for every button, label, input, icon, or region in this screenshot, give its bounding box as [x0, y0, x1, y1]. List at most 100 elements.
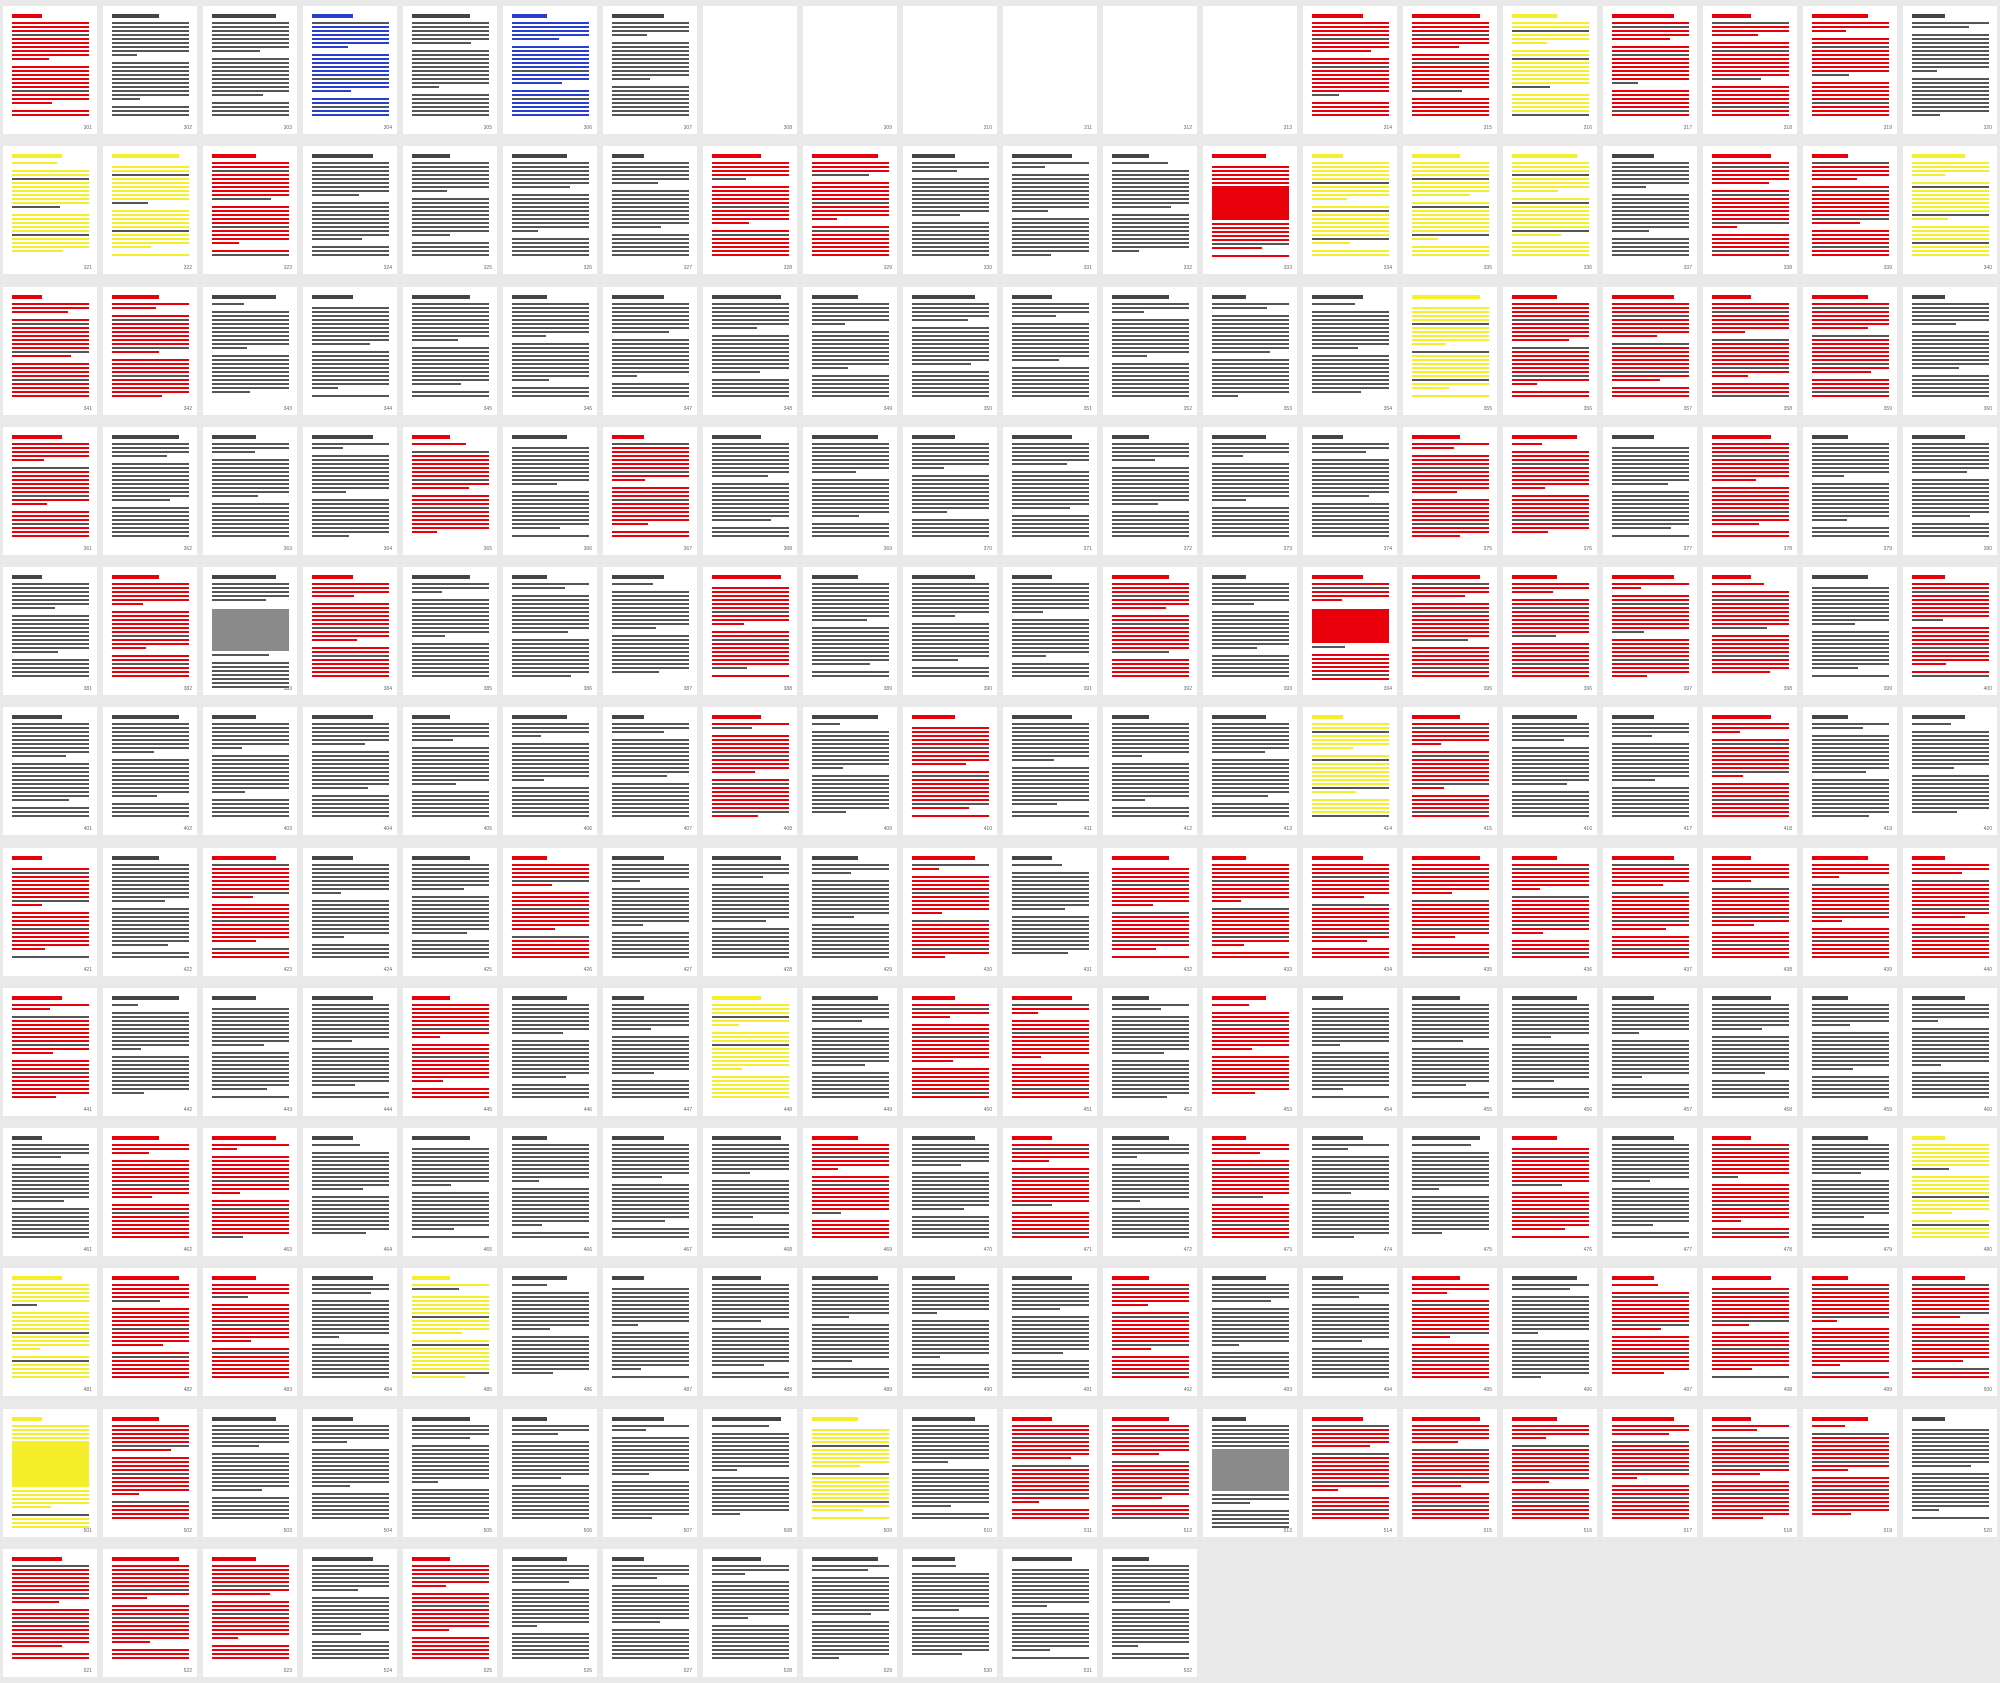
page-thumbnail[interactable]: 399 — [1803, 567, 1897, 695]
page-thumbnail[interactable]: 488 — [703, 1268, 797, 1397]
page-thumbnail[interactable]: 505 — [403, 1408, 497, 1537]
page-thumbnail[interactable]: 475 — [1403, 1128, 1497, 1256]
page-thumbnail[interactable]: 504 — [303, 1408, 397, 1537]
page-thumbnail[interactable]: 342 — [103, 286, 197, 415]
page-thumbnail[interactable]: 470 — [903, 1128, 997, 1256]
page-thumbnail[interactable]: 429 — [803, 847, 897, 976]
page-thumbnail[interactable]: 411 — [1003, 707, 1097, 836]
page-thumbnail[interactable]: 326 — [503, 146, 597, 275]
page-thumbnail[interactable]: 382 — [103, 567, 197, 695]
page-thumbnail[interactable]: 338 — [1703, 146, 1797, 275]
page-thumbnail[interactable]: 339 — [1803, 146, 1897, 275]
page-thumbnail[interactable]: 425 — [403, 847, 497, 976]
page-thumbnail[interactable]: 352 — [1103, 286, 1197, 415]
page-thumbnail[interactable]: 448 — [703, 987, 797, 1116]
page-thumbnail[interactable]: 379 — [1803, 426, 1897, 555]
page-thumbnail[interactable]: 490 — [903, 1268, 997, 1397]
page-thumbnail[interactable]: 311 — [1003, 6, 1097, 134]
page-thumbnail[interactable]: 487 — [603, 1268, 697, 1397]
page-thumbnail[interactable]: 364 — [303, 426, 397, 555]
page-thumbnail[interactable]: 416 — [1503, 707, 1597, 836]
page-thumbnail[interactable]: 445 — [403, 987, 497, 1116]
page-thumbnail[interactable]: 503 — [203, 1408, 297, 1537]
page-thumbnail[interactable]: 368 — [703, 426, 797, 555]
page-thumbnail[interactable]: 435 — [1403, 847, 1497, 976]
page-thumbnail[interactable]: 361 — [3, 426, 97, 555]
page-thumbnail[interactable]: 423 — [203, 847, 297, 976]
page-thumbnail[interactable]: 412 — [1103, 707, 1197, 836]
page-thumbnail[interactable]: 452 — [1103, 987, 1197, 1116]
page-thumbnail[interactable]: 346 — [503, 286, 597, 415]
page-thumbnail[interactable]: 415 — [1403, 707, 1497, 836]
page-thumbnail[interactable]: 307 — [603, 6, 697, 134]
page-thumbnail[interactable]: 323 — [203, 146, 297, 275]
page-thumbnail[interactable]: 476 — [1503, 1128, 1597, 1256]
page-thumbnail[interactable]: 405 — [403, 707, 497, 836]
page-thumbnail[interactable]: 459 — [1803, 987, 1897, 1116]
page-thumbnail[interactable]: 392 — [1103, 567, 1197, 695]
page-thumbnail[interactable]: 354 — [1303, 286, 1397, 415]
page-thumbnail[interactable]: 440 — [1903, 847, 1997, 976]
page-thumbnail[interactable]: 463 — [203, 1128, 297, 1256]
page-thumbnail[interactable]: 486 — [503, 1268, 597, 1397]
page-thumbnail[interactable]: 303 — [203, 6, 297, 134]
page-thumbnail[interactable]: 437 — [1603, 847, 1697, 976]
page-thumbnail[interactable]: 484 — [303, 1268, 397, 1397]
page-thumbnail[interactable]: 390 — [903, 567, 997, 695]
page-thumbnail[interactable]: 400 — [1903, 567, 1997, 695]
page-thumbnail[interactable]: 374 — [1303, 426, 1397, 555]
page-thumbnail[interactable]: 322 — [103, 146, 197, 275]
page-thumbnail[interactable]: 391 — [1003, 567, 1097, 695]
page-thumbnail[interactable]: 417 — [1603, 707, 1697, 836]
page-thumbnail[interactable]: 414 — [1303, 707, 1397, 836]
page-thumbnail[interactable]: 359 — [1803, 286, 1897, 415]
page-thumbnail[interactable]: 365 — [403, 426, 497, 555]
page-thumbnail[interactable]: 394 — [1303, 567, 1397, 695]
page-thumbnail[interactable]: 433 — [1203, 847, 1297, 976]
page-thumbnail[interactable]: 370 — [903, 426, 997, 555]
page-thumbnail[interactable]: 340 — [1903, 146, 1997, 275]
page-thumbnail[interactable]: 441 — [3, 987, 97, 1116]
page-thumbnail[interactable]: 306 — [503, 6, 597, 134]
page-thumbnail[interactable]: 499 — [1803, 1268, 1897, 1397]
page-thumbnail[interactable]: 324 — [303, 146, 397, 275]
page-thumbnail[interactable]: 404 — [303, 707, 397, 836]
page-thumbnail[interactable]: 464 — [303, 1128, 397, 1256]
page-thumbnail[interactable]: 329 — [803, 146, 897, 275]
page-thumbnail[interactable]: 456 — [1503, 987, 1597, 1116]
page-thumbnail[interactable]: 482 — [103, 1268, 197, 1397]
page-thumbnail[interactable]: 341 — [3, 286, 97, 415]
page-thumbnail[interactable]: 424 — [303, 847, 397, 976]
page-thumbnail[interactable]: 432 — [1103, 847, 1197, 976]
page-thumbnail[interactable]: 337 — [1603, 146, 1697, 275]
page-thumbnail[interactable]: 347 — [603, 286, 697, 415]
page-thumbnail[interactable]: 498 — [1703, 1268, 1797, 1397]
page-thumbnail[interactable]: 507 — [603, 1408, 697, 1537]
page-thumbnail[interactable]: 469 — [803, 1128, 897, 1256]
page-thumbnail[interactable]: 384 — [303, 567, 397, 695]
page-thumbnail[interactable]: 420 — [1903, 707, 1997, 836]
page-thumbnail[interactable]: 360 — [1903, 286, 1997, 415]
page-thumbnail[interactable]: 376 — [1503, 426, 1597, 555]
page-thumbnail[interactable]: 468 — [703, 1128, 797, 1256]
page-thumbnail[interactable]: 310 — [903, 6, 997, 134]
page-thumbnail[interactable]: 315 — [1403, 6, 1497, 134]
page-thumbnail[interactable]: 386 — [503, 567, 597, 695]
page-thumbnail[interactable]: 483 — [203, 1268, 297, 1397]
page-thumbnail[interactable]: 439 — [1803, 847, 1897, 976]
page-thumbnail[interactable]: 369 — [803, 426, 897, 555]
page-thumbnail[interactable]: 349 — [803, 286, 897, 415]
page-thumbnail[interactable]: 401 — [3, 707, 97, 836]
page-thumbnail[interactable]: 467 — [603, 1128, 697, 1256]
page-thumbnail[interactable]: 450 — [903, 987, 997, 1116]
page-thumbnail[interactable]: 403 — [203, 707, 297, 836]
page-thumbnail[interactable]: 308 — [703, 6, 797, 134]
page-thumbnail[interactable]: 413 — [1203, 707, 1297, 836]
page-thumbnail[interactable]: 314 — [1303, 6, 1397, 134]
page-thumbnail[interactable]: 508 — [703, 1408, 797, 1537]
page-thumbnail[interactable]: 410 — [903, 707, 997, 836]
page-thumbnail[interactable]: 355 — [1403, 286, 1497, 415]
page-thumbnail[interactable]: 325 — [403, 146, 497, 275]
page-thumbnail[interactable]: 378 — [1703, 426, 1797, 555]
page-thumbnail[interactable]: 454 — [1303, 987, 1397, 1116]
